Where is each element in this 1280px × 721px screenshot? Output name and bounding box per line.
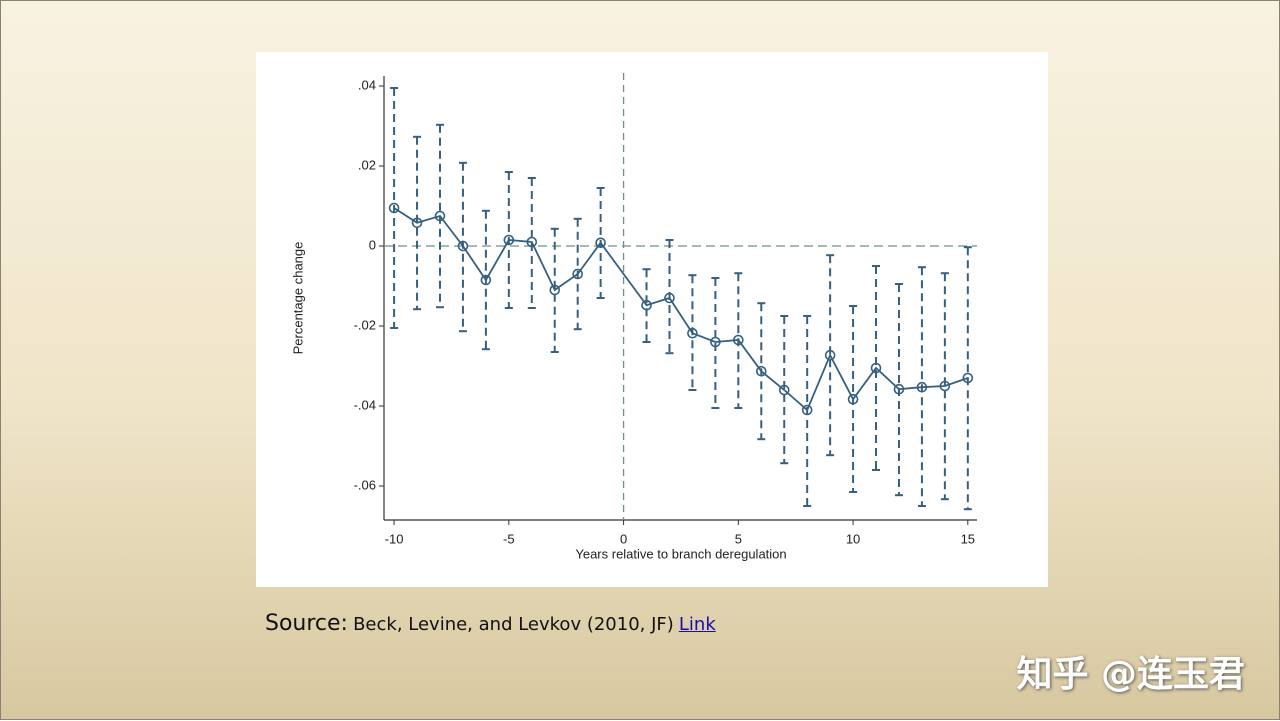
point: [480, 274, 492, 286]
point: [778, 384, 790, 396]
point: [411, 217, 423, 229]
y-tick-label: -.04: [354, 397, 376, 412]
point: [595, 237, 606, 249]
y-tick-label: -.06: [354, 477, 376, 492]
x-tick-label: 5: [735, 531, 742, 546]
x-tick-label: -5: [503, 531, 515, 546]
x-tick-label: 0: [620, 531, 627, 546]
point: [801, 404, 813, 416]
point: [939, 380, 951, 392]
point: [549, 284, 561, 296]
point: [434, 210, 446, 222]
point: [388, 202, 400, 214]
point: [847, 393, 859, 405]
point: [916, 381, 928, 393]
point: [664, 292, 675, 304]
x-tick-label: -10: [385, 531, 404, 546]
source-label: Source:: [265, 611, 348, 636]
series-line: [393, 207, 969, 412]
point: [710, 336, 721, 348]
point: [641, 299, 652, 311]
source-link[interactable]: Link: [678, 614, 716, 635]
point: [755, 365, 767, 377]
y-tick-label: .02: [358, 157, 376, 172]
point: [687, 327, 698, 339]
point: [503, 234, 515, 246]
point: [824, 349, 836, 361]
point: [870, 362, 882, 374]
point: [962, 372, 974, 384]
x-tick-label: 10: [846, 531, 860, 546]
x-tick-label: 15: [961, 531, 975, 546]
y-axis-label: Percentage change: [290, 242, 305, 355]
source-note: Source: Beck, Levine, and Levkov (2010, …: [265, 611, 716, 636]
point: [526, 236, 538, 248]
source-text: Beck, Levine, and Levkov (2010, JF): [353, 614, 674, 635]
y-tick-label: -.02: [354, 317, 376, 332]
point: [457, 240, 469, 252]
point: [572, 268, 583, 280]
point: [733, 334, 744, 346]
y-tick-label: .04: [358, 77, 376, 92]
x-axis-label: Years relative to branch deregulation: [575, 546, 786, 561]
watermark: 知乎 @连玉君: [1016, 654, 1245, 695]
chart-panel: [256, 52, 1048, 587]
point: [893, 383, 905, 395]
y-tick-label: 0: [369, 237, 376, 252]
